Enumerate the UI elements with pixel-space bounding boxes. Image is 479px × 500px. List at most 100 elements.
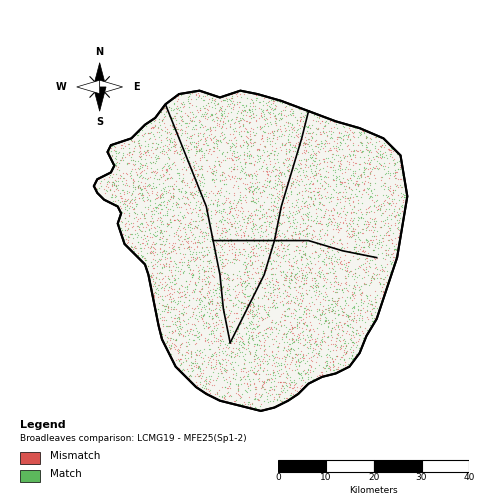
Point bbox=[315, 190, 323, 198]
Point bbox=[218, 291, 226, 299]
Point bbox=[240, 90, 248, 98]
Point bbox=[286, 345, 294, 353]
Point bbox=[278, 99, 285, 107]
Point bbox=[207, 234, 215, 241]
Point bbox=[286, 380, 294, 388]
Point bbox=[318, 332, 326, 340]
Point bbox=[292, 353, 299, 361]
Point bbox=[188, 145, 195, 153]
Point bbox=[330, 176, 337, 184]
Point bbox=[236, 158, 244, 166]
Point bbox=[169, 114, 177, 122]
Point bbox=[331, 309, 338, 317]
Point bbox=[294, 168, 301, 176]
Point bbox=[249, 220, 257, 228]
Point bbox=[331, 340, 339, 348]
Point bbox=[387, 210, 395, 218]
Point bbox=[345, 182, 353, 190]
Point bbox=[251, 131, 259, 139]
Point bbox=[214, 299, 221, 307]
Point bbox=[256, 152, 264, 160]
Point bbox=[247, 198, 254, 205]
Point bbox=[285, 154, 293, 162]
Point bbox=[286, 184, 294, 192]
Point bbox=[96, 178, 104, 186]
Point bbox=[167, 134, 175, 142]
Point bbox=[353, 146, 360, 154]
Point bbox=[231, 253, 239, 261]
Point bbox=[272, 304, 279, 312]
Point bbox=[303, 306, 310, 314]
Point bbox=[128, 203, 136, 211]
Point bbox=[219, 242, 227, 250]
Point bbox=[192, 114, 199, 122]
Point bbox=[137, 232, 145, 240]
Point bbox=[263, 170, 271, 177]
Point bbox=[260, 326, 268, 334]
Point bbox=[240, 168, 248, 176]
Point bbox=[217, 128, 225, 136]
Point bbox=[322, 220, 330, 228]
Point bbox=[143, 182, 151, 190]
Point bbox=[157, 208, 164, 216]
Point bbox=[171, 140, 178, 148]
Point bbox=[317, 232, 324, 240]
Point bbox=[231, 358, 239, 366]
Point bbox=[337, 178, 344, 186]
Point bbox=[157, 193, 165, 201]
Point bbox=[297, 253, 305, 261]
Point bbox=[277, 181, 285, 189]
Point bbox=[250, 216, 257, 224]
Point bbox=[243, 268, 251, 276]
Point bbox=[199, 310, 207, 318]
Point bbox=[156, 245, 164, 253]
Point bbox=[160, 261, 168, 269]
Point bbox=[243, 310, 251, 318]
Point bbox=[300, 366, 308, 374]
Point bbox=[170, 303, 178, 311]
Point bbox=[385, 244, 393, 252]
Point bbox=[351, 146, 358, 154]
Point bbox=[278, 240, 285, 248]
Point bbox=[135, 189, 143, 197]
Point bbox=[361, 254, 369, 262]
Point bbox=[341, 260, 348, 268]
Point bbox=[204, 99, 212, 107]
Point bbox=[288, 262, 296, 270]
Point bbox=[278, 336, 285, 344]
Point bbox=[343, 316, 351, 324]
Point bbox=[366, 290, 374, 298]
Point bbox=[225, 382, 233, 390]
Point bbox=[306, 266, 314, 274]
Point bbox=[175, 184, 182, 192]
Point bbox=[173, 105, 181, 113]
Point bbox=[332, 258, 340, 266]
Point bbox=[174, 194, 182, 202]
Point bbox=[376, 204, 384, 212]
Point bbox=[372, 174, 379, 182]
Point bbox=[195, 232, 203, 240]
Point bbox=[261, 142, 268, 150]
Point bbox=[226, 142, 234, 150]
Point bbox=[170, 342, 178, 350]
Point bbox=[209, 314, 217, 322]
Point bbox=[400, 212, 408, 220]
Point bbox=[386, 146, 394, 154]
Point bbox=[341, 165, 349, 173]
Point bbox=[179, 316, 187, 324]
Point bbox=[217, 332, 225, 340]
Point bbox=[203, 363, 210, 371]
Point bbox=[150, 116, 158, 124]
Point bbox=[246, 253, 253, 261]
Point bbox=[366, 179, 374, 187]
Point bbox=[242, 100, 250, 108]
Point bbox=[150, 223, 158, 231]
Point bbox=[173, 215, 181, 223]
Point bbox=[278, 381, 286, 389]
Point bbox=[250, 307, 257, 315]
Point bbox=[281, 180, 288, 188]
Point bbox=[135, 157, 142, 165]
Point bbox=[157, 292, 164, 300]
Point bbox=[167, 114, 175, 122]
Point bbox=[163, 132, 171, 140]
